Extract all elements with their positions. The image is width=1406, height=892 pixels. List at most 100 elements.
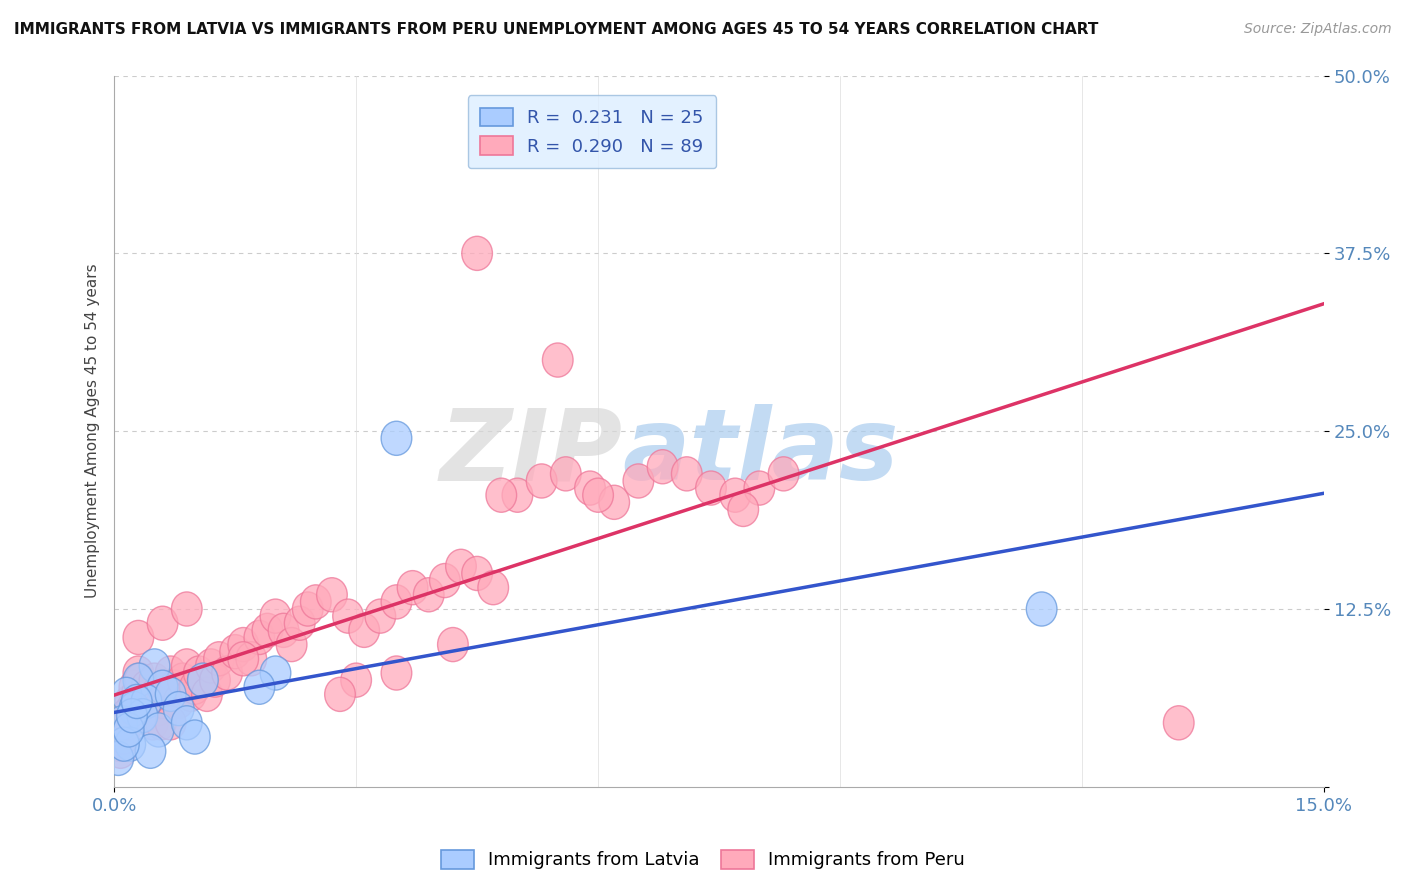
Ellipse shape: [163, 684, 194, 719]
Ellipse shape: [301, 585, 332, 619]
Ellipse shape: [124, 663, 153, 698]
Ellipse shape: [187, 663, 218, 698]
Ellipse shape: [437, 627, 468, 662]
Text: IMMIGRANTS FROM LATVIA VS IMMIGRANTS FROM PERU UNEMPLOYMENT AMONG AGES 45 TO 54 : IMMIGRANTS FROM LATVIA VS IMMIGRANTS FRO…: [14, 22, 1098, 37]
Ellipse shape: [768, 457, 799, 491]
Ellipse shape: [502, 478, 533, 512]
Ellipse shape: [155, 677, 186, 712]
Ellipse shape: [236, 641, 267, 676]
Ellipse shape: [107, 713, 138, 747]
Ellipse shape: [138, 706, 169, 739]
Ellipse shape: [325, 677, 356, 712]
Ellipse shape: [349, 614, 380, 648]
Ellipse shape: [381, 656, 412, 690]
Ellipse shape: [543, 343, 574, 377]
Ellipse shape: [124, 621, 153, 655]
Ellipse shape: [184, 656, 214, 690]
Ellipse shape: [117, 691, 148, 726]
Ellipse shape: [245, 670, 274, 705]
Ellipse shape: [131, 684, 162, 719]
Ellipse shape: [111, 698, 142, 732]
Ellipse shape: [195, 648, 226, 683]
Ellipse shape: [114, 706, 143, 739]
Ellipse shape: [478, 571, 509, 605]
Ellipse shape: [575, 471, 606, 505]
Ellipse shape: [139, 663, 170, 698]
Ellipse shape: [143, 713, 174, 747]
Ellipse shape: [486, 478, 516, 512]
Ellipse shape: [429, 564, 460, 598]
Ellipse shape: [381, 421, 412, 455]
Ellipse shape: [114, 713, 143, 747]
Ellipse shape: [115, 684, 146, 719]
Ellipse shape: [728, 492, 759, 526]
Ellipse shape: [720, 478, 751, 512]
Ellipse shape: [672, 457, 702, 491]
Ellipse shape: [117, 698, 148, 732]
Ellipse shape: [381, 585, 412, 619]
Ellipse shape: [131, 684, 162, 719]
Ellipse shape: [172, 706, 202, 739]
Ellipse shape: [108, 720, 139, 754]
Ellipse shape: [115, 727, 146, 761]
Ellipse shape: [111, 677, 142, 712]
Ellipse shape: [191, 677, 222, 712]
Ellipse shape: [647, 450, 678, 483]
Ellipse shape: [245, 621, 274, 655]
Ellipse shape: [204, 641, 235, 676]
Ellipse shape: [219, 634, 250, 669]
Ellipse shape: [551, 457, 581, 491]
Y-axis label: Unemployment Among Ages 45 to 54 years: Unemployment Among Ages 45 to 54 years: [86, 264, 100, 599]
Ellipse shape: [176, 677, 207, 712]
Ellipse shape: [582, 478, 613, 512]
Ellipse shape: [260, 656, 291, 690]
Ellipse shape: [120, 670, 149, 705]
Ellipse shape: [141, 677, 172, 712]
Ellipse shape: [127, 698, 157, 732]
Ellipse shape: [228, 627, 259, 662]
Ellipse shape: [148, 670, 179, 705]
Ellipse shape: [461, 557, 492, 591]
Ellipse shape: [180, 720, 209, 754]
Ellipse shape: [124, 656, 153, 690]
Ellipse shape: [125, 663, 155, 698]
Ellipse shape: [180, 670, 209, 705]
Ellipse shape: [163, 691, 194, 726]
Ellipse shape: [366, 599, 395, 633]
Ellipse shape: [155, 706, 186, 739]
Ellipse shape: [260, 599, 291, 633]
Ellipse shape: [148, 684, 179, 719]
Ellipse shape: [228, 641, 259, 676]
Ellipse shape: [172, 648, 202, 683]
Ellipse shape: [135, 734, 166, 768]
Ellipse shape: [316, 578, 347, 612]
Ellipse shape: [129, 698, 160, 732]
Ellipse shape: [155, 656, 186, 690]
Legend: R =  0.231   N = 25, R =  0.290   N = 89: R = 0.231 N = 25, R = 0.290 N = 89: [468, 95, 716, 169]
Ellipse shape: [103, 727, 134, 761]
Ellipse shape: [599, 485, 630, 519]
Ellipse shape: [146, 706, 176, 739]
Ellipse shape: [107, 706, 138, 739]
Ellipse shape: [121, 684, 152, 719]
Ellipse shape: [120, 691, 149, 726]
Ellipse shape: [696, 471, 727, 505]
Ellipse shape: [143, 691, 174, 726]
Ellipse shape: [127, 684, 157, 719]
Ellipse shape: [623, 464, 654, 498]
Ellipse shape: [103, 741, 134, 775]
Ellipse shape: [187, 663, 218, 698]
Ellipse shape: [111, 698, 142, 732]
Ellipse shape: [148, 607, 179, 640]
Ellipse shape: [398, 571, 427, 605]
Ellipse shape: [526, 464, 557, 498]
Ellipse shape: [461, 236, 492, 270]
Ellipse shape: [108, 727, 139, 761]
Ellipse shape: [152, 670, 181, 705]
Ellipse shape: [131, 670, 162, 705]
Ellipse shape: [132, 684, 163, 719]
Ellipse shape: [200, 663, 231, 698]
Ellipse shape: [159, 670, 190, 705]
Ellipse shape: [284, 607, 315, 640]
Ellipse shape: [1026, 592, 1057, 626]
